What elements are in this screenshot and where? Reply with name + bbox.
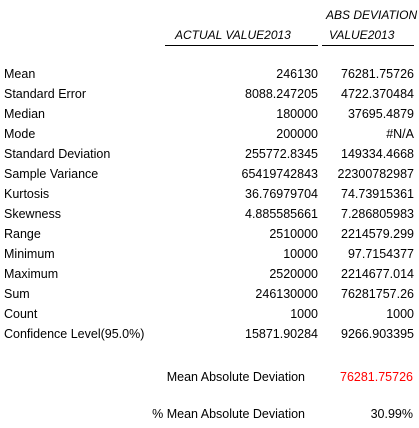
mad-value: 76281.75726 (340, 370, 413, 384)
abs-deviation-cell: 4722.370484 (341, 87, 414, 101)
actual-value-cell: 4.885585661 (245, 207, 318, 221)
actual-value-cell: 15871.90284 (245, 327, 318, 341)
stat-label: Range (4, 227, 41, 241)
table-row: Range 2510000 2214579.299 (0, 224, 419, 244)
abs-deviation-header-line1: ABS DEVIATION (326, 8, 418, 22)
stat-label: Standard Error (4, 87, 86, 101)
table-row: Confidence Level(95.0%) 15871.90284 9266.9… (0, 324, 419, 344)
stat-label: Kurtosis (4, 187, 50, 201)
abs-deviation-cell: #N/A (386, 127, 414, 141)
stat-label: Mean (4, 67, 36, 81)
abs-deviation-cell: 9266.903395 (341, 327, 414, 341)
table-row: Sum 246130000 76281757.26 (0, 284, 419, 304)
abs-deviation-cell: 149334.4668 (341, 147, 414, 161)
table-row: Maximum 2520000 2214677.014 (0, 264, 419, 284)
actual-value-cell: 246130 (276, 67, 318, 81)
actual-value-cell: 36.76979704 (245, 187, 318, 201)
actual-value-cell: 8088.247205 (245, 87, 318, 101)
actual-value-cell: 2520000 (269, 267, 318, 281)
actual-value-cell: 255772.8345 (245, 147, 318, 161)
table-row: Count 1000 1000 (0, 304, 419, 324)
abs-deviation-cell: 74.73915361 (341, 187, 414, 201)
stat-label: Sample Variance (4, 167, 99, 181)
actual-value-cell: 2510000 (269, 227, 318, 241)
stat-label: Count (4, 307, 38, 321)
stat-label: Maximum (4, 267, 59, 281)
table-row: Minimum 10000 97.7154377 (0, 244, 419, 264)
table-row: Kurtosis 36.76979704 74.73915361 (0, 184, 419, 204)
abs-deviation-cell: 22300782987 (337, 167, 414, 181)
stat-label: Skewness (4, 207, 61, 221)
abs-deviation-cell: 37695.4879 (347, 107, 414, 121)
abs-deviation-cell: 76281757.26 (341, 287, 414, 301)
actual-value-cell: 10000 (283, 247, 318, 261)
pct-mad-value: 30.99% (370, 407, 413, 421)
abs-deviation-cell: 7.286805983 (341, 207, 414, 221)
actual-header-underline (165, 45, 318, 46)
actual-value-cell: 246130000 (255, 287, 318, 301)
abs-deviation-header-line2: VALUE2013 (329, 28, 395, 42)
stat-label: Standard Deviation (4, 147, 111, 161)
abs-deviation-cell: 2214579.299 (341, 227, 414, 241)
stat-label: Sum (4, 287, 30, 301)
pct-mad-summary-row: % Mean Absolute Deviation 30.99% (0, 404, 419, 424)
absdev-header-underline (322, 45, 414, 46)
table-row: Standard Error 8088.247205 4722.370484 (0, 84, 419, 104)
actual-value-cell: 200000 (276, 127, 318, 141)
table-row: Sample Variance 65419742843 22300782987 (0, 164, 419, 184)
stat-label: Minimum (4, 247, 55, 261)
table-row: Median 180000 37695.4879 (0, 104, 419, 124)
stat-label: Confidence Level(95.0%) (4, 327, 145, 341)
actual-value-cell: 180000 (276, 107, 318, 121)
table-row: Skewness 4.885585661 7.286805983 (0, 204, 419, 224)
mad-summary-row: Mean Absolute Deviation 76281.75726 (0, 367, 419, 387)
actual-value-header: ACTUAL VALUE2013 (175, 28, 291, 42)
table-row: Mean 246130 76281.75726 (0, 64, 419, 84)
abs-deviation-cell: 76281.75726 (341, 67, 414, 81)
abs-deviation-cell: 1000 (386, 307, 414, 321)
mad-label: Mean Absolute Deviation (166, 370, 305, 384)
abs-deviation-cell: 2214677.014 (341, 267, 414, 281)
pct-mad-label: % Mean Absolute Deviation (152, 407, 305, 421)
abs-deviation-cell: 97.7154377 (347, 247, 414, 261)
stat-label: Mode (4, 127, 36, 141)
actual-value-cell: 65419742843 (241, 167, 318, 181)
actual-value-cell: 1000 (290, 307, 318, 321)
stat-label: Median (4, 107, 45, 121)
table-row: Mode 200000 #N/A (0, 124, 419, 144)
table-row: Standard Deviation 255772.8345 149334.4668 (0, 144, 419, 164)
